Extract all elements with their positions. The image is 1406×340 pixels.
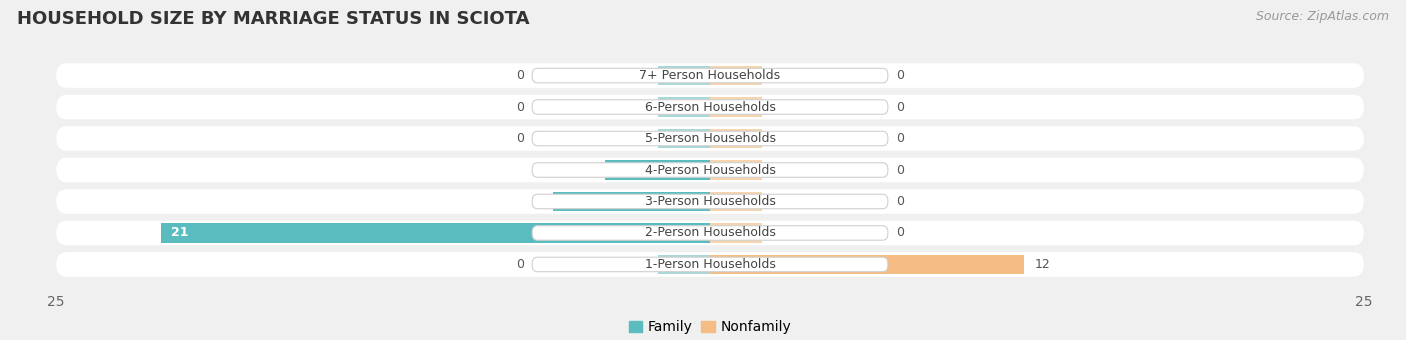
Text: 0: 0 bbox=[896, 164, 904, 176]
Bar bbox=[160, 223, 710, 243]
Bar bbox=[553, 192, 710, 211]
FancyBboxPatch shape bbox=[56, 63, 1364, 88]
Text: 0: 0 bbox=[896, 101, 904, 114]
FancyBboxPatch shape bbox=[56, 158, 1364, 182]
Text: 4: 4 bbox=[616, 164, 624, 176]
FancyBboxPatch shape bbox=[56, 126, 1364, 151]
FancyBboxPatch shape bbox=[533, 257, 887, 272]
Bar bbox=[710, 223, 762, 243]
Legend: Family, Nonfamily: Family, Nonfamily bbox=[628, 320, 792, 335]
FancyBboxPatch shape bbox=[533, 194, 887, 209]
Text: 0: 0 bbox=[516, 69, 524, 82]
Text: 2-Person Households: 2-Person Households bbox=[644, 226, 776, 239]
Text: 0: 0 bbox=[516, 101, 524, 114]
FancyBboxPatch shape bbox=[533, 163, 887, 177]
Text: Source: ZipAtlas.com: Source: ZipAtlas.com bbox=[1256, 10, 1389, 23]
Text: 6-Person Households: 6-Person Households bbox=[644, 101, 776, 114]
Text: 7+ Person Households: 7+ Person Households bbox=[640, 69, 780, 82]
FancyBboxPatch shape bbox=[56, 252, 1364, 277]
Text: 5-Person Households: 5-Person Households bbox=[644, 132, 776, 145]
Text: 3-Person Households: 3-Person Households bbox=[644, 195, 776, 208]
FancyBboxPatch shape bbox=[56, 221, 1364, 245]
Text: 12: 12 bbox=[1035, 258, 1050, 271]
Bar bbox=[658, 97, 710, 117]
Text: 0: 0 bbox=[896, 132, 904, 145]
Text: 0: 0 bbox=[896, 195, 904, 208]
Bar bbox=[658, 255, 710, 274]
Bar bbox=[606, 160, 710, 180]
Text: 21: 21 bbox=[172, 226, 188, 239]
FancyBboxPatch shape bbox=[56, 189, 1364, 214]
Text: 0: 0 bbox=[516, 132, 524, 145]
Bar bbox=[710, 160, 762, 180]
Text: 1-Person Households: 1-Person Households bbox=[644, 258, 776, 271]
Text: 6: 6 bbox=[564, 195, 572, 208]
Bar bbox=[710, 97, 762, 117]
Bar bbox=[710, 192, 762, 211]
FancyBboxPatch shape bbox=[56, 95, 1364, 119]
Text: 0: 0 bbox=[516, 258, 524, 271]
Bar bbox=[710, 66, 762, 85]
Text: 0: 0 bbox=[896, 69, 904, 82]
FancyBboxPatch shape bbox=[533, 131, 887, 146]
FancyBboxPatch shape bbox=[533, 100, 887, 114]
FancyBboxPatch shape bbox=[533, 226, 887, 240]
Bar bbox=[658, 129, 710, 148]
Bar bbox=[710, 129, 762, 148]
Bar bbox=[658, 66, 710, 85]
Text: 4-Person Households: 4-Person Households bbox=[644, 164, 776, 176]
Text: 0: 0 bbox=[896, 226, 904, 239]
FancyBboxPatch shape bbox=[533, 68, 887, 83]
Bar bbox=[710, 255, 1024, 274]
Text: HOUSEHOLD SIZE BY MARRIAGE STATUS IN SCIOTA: HOUSEHOLD SIZE BY MARRIAGE STATUS IN SCI… bbox=[17, 10, 530, 28]
